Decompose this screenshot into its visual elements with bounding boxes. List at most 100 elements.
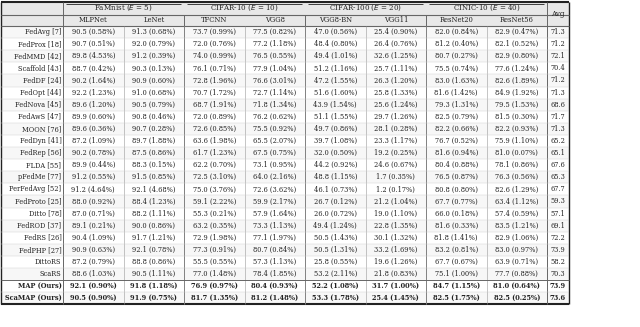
Text: 67.6: 67.6 [550,161,565,169]
Text: 55.5 (0.55%): 55.5 (0.55%) [193,258,236,266]
Text: 26.3 (1.20%): 26.3 (1.20%) [374,77,417,84]
Text: 90.7 (0.51%): 90.7 (0.51%) [72,40,115,48]
Text: 78.4 (1.85%): 78.4 (1.85%) [253,270,296,278]
Text: 33.2 (1.69%): 33.2 (1.69%) [374,246,417,254]
Text: 81.6 (0.33%): 81.6 (0.33%) [435,222,478,230]
Text: FedNova [45]: FedNova [45] [15,101,61,109]
Text: 81.2 (1.48%): 81.2 (1.48%) [251,294,298,302]
Text: 72.5 (3.10%): 72.5 (3.10%) [193,173,236,181]
Text: 89.6 (1.20%): 89.6 (1.20%) [72,101,115,109]
Text: 89.8 (4.53%): 89.8 (4.53%) [72,52,115,60]
Text: 65.2: 65.2 [550,137,565,145]
Text: 53.2 (2.11%): 53.2 (2.11%) [314,270,357,278]
Text: 71.2: 71.2 [550,77,565,84]
Text: FLDA [55]: FLDA [55] [26,161,61,169]
Text: 49.4 (1.24%): 49.4 (1.24%) [314,222,357,230]
Text: 76.7 (0.52%): 76.7 (0.52%) [435,137,477,145]
Text: 82.6 (1.29%): 82.6 (1.29%) [495,185,538,193]
Text: 67.7 (0.77%): 67.7 (0.77%) [435,198,477,205]
Text: FaMnist ($E$ = 5): FaMnist ($E$ = 5) [94,3,153,13]
Text: 19.2 (0.25%): 19.2 (0.25%) [374,149,417,157]
Bar [1,220,569,232]
Text: 92.1 (4.68%): 92.1 (4.68%) [132,185,175,193]
Text: 83.2 (0.81%): 83.2 (0.81%) [435,246,478,254]
Text: 81.8 (1.41%): 81.8 (1.41%) [435,234,478,242]
Text: 51.1 (1.55%): 51.1 (1.55%) [314,113,357,121]
Text: 21.2 (1.04%): 21.2 (1.04%) [374,198,417,205]
Text: 89.7 (1.88%): 89.7 (1.88%) [132,137,175,145]
Text: 90.5 (1.11%): 90.5 (1.11%) [132,270,175,278]
Text: DittoRS: DittoRS [35,258,61,266]
Text: CIFAR-100 ($E$ = 20): CIFAR-100 ($E$ = 20) [329,3,402,13]
Text: 58.2: 58.2 [550,258,565,266]
Text: 81.5 (0.30%): 81.5 (0.30%) [495,113,538,121]
Text: 90.8 (0.46%): 90.8 (0.46%) [132,113,175,121]
Text: FedAvg [7]: FedAvg [7] [25,28,61,36]
Text: 67.5 (0.75%): 67.5 (0.75%) [253,149,296,157]
Text: MOON [76]: MOON [76] [22,125,61,133]
Bar [1,26,569,38]
Text: 88.0 (0.92%): 88.0 (0.92%) [72,198,115,205]
Text: 80.7 (0.27%): 80.7 (0.27%) [435,52,477,60]
Text: 88.7 (0.42%): 88.7 (0.42%) [72,64,115,72]
Text: 65.3: 65.3 [550,173,565,181]
Text: 74.0 (0.99%): 74.0 (0.99%) [193,52,236,60]
Text: 83.0 (1.63%): 83.0 (1.63%) [435,77,478,84]
Text: 1.7 (0.35%): 1.7 (0.35%) [376,173,415,181]
Text: 63.6 (1.98%): 63.6 (1.98%) [193,137,236,145]
Text: 67.7 (0.67%): 67.7 (0.67%) [435,258,477,266]
Text: 51.2 (1.16%): 51.2 (1.16%) [314,64,357,72]
Text: ScaRS: ScaRS [40,270,61,278]
Text: MAP (Ours): MAP (Ours) [18,282,61,290]
Text: 70.7 (1.72%): 70.7 (1.72%) [193,89,236,96]
Text: 46.1 (0.73%): 46.1 (0.73%) [314,185,357,193]
Text: 76.5 (0.87%): 76.5 (0.87%) [435,173,477,181]
Text: 87.0 (0.71%): 87.0 (0.71%) [72,210,115,217]
Text: 64.0 (2.16%): 64.0 (2.16%) [253,173,296,181]
Text: 25.8 (0.55%): 25.8 (0.55%) [314,258,357,266]
Text: 84.7 (1.15%): 84.7 (1.15%) [433,282,480,290]
Text: 62.2 (0.70%): 62.2 (0.70%) [193,161,236,169]
Text: 90.5 (0.58%): 90.5 (0.58%) [72,28,115,36]
Text: 57.1: 57.1 [550,210,565,217]
Bar [1,75,569,87]
Text: 24.6 (0.67%): 24.6 (0.67%) [374,161,417,169]
Text: 88.3 (0.15%): 88.3 (0.15%) [132,161,175,169]
Text: 73.9: 73.9 [550,282,566,290]
Text: 82.9 (1.06%): 82.9 (1.06%) [495,234,538,242]
Text: 90.7 (0.28%): 90.7 (0.28%) [132,125,175,133]
Text: 51.6 (1.60%): 51.6 (1.60%) [314,89,357,96]
Text: 71.3: 71.3 [550,28,565,36]
Text: 88.6 (1.03%): 88.6 (1.03%) [72,270,115,278]
Text: 80.4 (0.93%): 80.4 (0.93%) [252,282,298,290]
Text: 68.7 (1.91%): 68.7 (1.91%) [193,101,236,109]
Bar [1,171,569,183]
Text: 71.3: 71.3 [550,89,565,96]
Text: 87.2 (1.09%): 87.2 (1.09%) [72,137,115,145]
Text: 61.7 (1.23%): 61.7 (1.23%) [193,149,236,157]
Text: 91.9 (0.75%): 91.9 (0.75%) [131,294,177,302]
Text: 89.9 (0.44%): 89.9 (0.44%) [72,161,115,169]
Text: 30.1 (1.32%): 30.1 (1.32%) [374,234,417,242]
Text: 82.5 (0.25%): 82.5 (0.25%) [493,294,540,302]
Text: 68.6: 68.6 [550,101,565,109]
Text: 80.8 (0.80%): 80.8 (0.80%) [435,185,477,193]
Text: 69.1: 69.1 [550,222,565,230]
Bar [1,147,569,159]
Text: 76.3 (0.56%): 76.3 (0.56%) [495,173,538,181]
Text: 70.3: 70.3 [550,270,565,278]
Text: 59.3: 59.3 [550,198,565,205]
Text: 66.0 (0.18%): 66.0 (0.18%) [435,210,478,217]
Text: VGG8: VGG8 [265,16,285,24]
Text: 81.0 (0.64%): 81.0 (0.64%) [493,282,540,290]
Text: 92.2 (1.23%): 92.2 (1.23%) [72,89,115,96]
Text: 72.0 (0.89%): 72.0 (0.89%) [193,113,236,121]
Text: 77.0 (1.48%): 77.0 (1.48%) [193,270,236,278]
Text: 90.9 (0.63%): 90.9 (0.63%) [72,246,115,254]
Bar [1,196,569,208]
Text: LeNet: LeNet [143,16,164,24]
Text: 91.3 (0.68%): 91.3 (0.68%) [132,28,175,36]
Text: 25.4 (0.90%): 25.4 (0.90%) [374,28,417,36]
Text: FedRS [26]: FedRS [26] [24,234,61,242]
Text: CINIC-10 ($E$ = 40): CINIC-10 ($E$ = 40) [452,3,520,13]
